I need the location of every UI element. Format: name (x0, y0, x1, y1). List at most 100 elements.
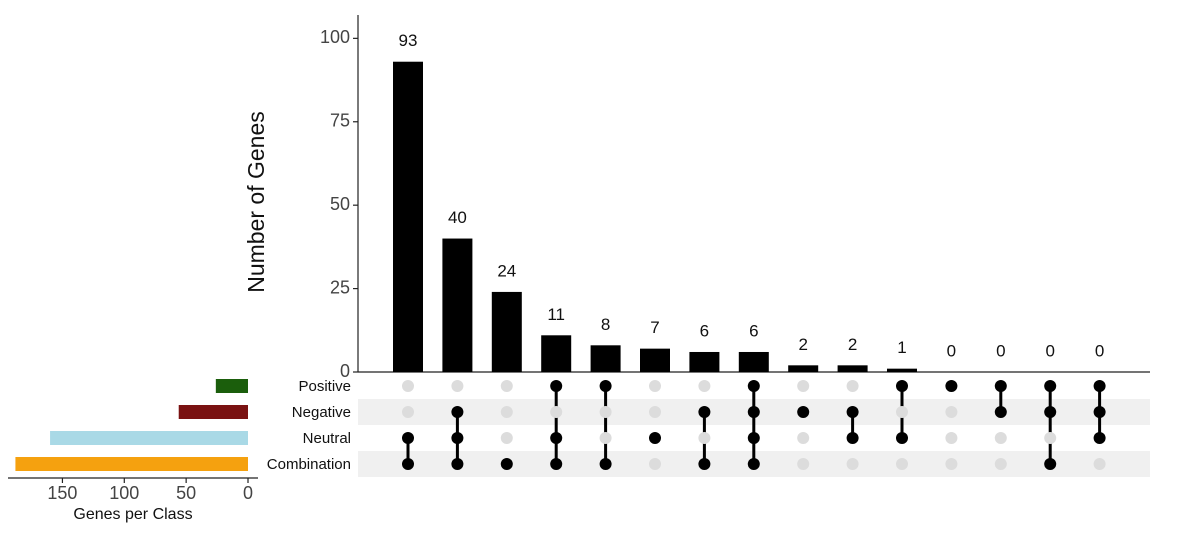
matrix-dot-empty (797, 432, 810, 444)
matrix-dot-empty (500, 432, 513, 444)
matrix-dot-empty (896, 458, 908, 470)
matrix-dot-filled (896, 432, 908, 444)
value-label: 2 (798, 335, 807, 354)
value-label: 0 (947, 341, 956, 360)
matrix-dot-filled (1093, 406, 1106, 418)
matrix-dot-empty (797, 458, 810, 470)
set-tick-label: 150 (47, 483, 77, 503)
bar (689, 351, 720, 372)
matrix-dot-empty (649, 406, 661, 418)
set-tick-label: 50 (176, 483, 196, 503)
matrix-dot-empty (402, 380, 414, 392)
matrix-dot-filled (451, 432, 464, 444)
bar (590, 345, 621, 372)
matrix-dot-empty (945, 458, 958, 470)
set-label: Combination (267, 456, 351, 473)
matrix-dot-empty (599, 432, 612, 444)
y-tick-label: 0 (340, 361, 350, 381)
matrix-dot-empty (797, 380, 810, 392)
matrix-dot-filled (649, 432, 661, 444)
matrix-dot-empty (1093, 458, 1106, 470)
matrix-dot-empty (649, 458, 661, 470)
matrix-dot-empty (402, 406, 414, 418)
matrix-dot-filled (500, 458, 513, 470)
y-tick-label: 50 (330, 194, 350, 214)
matrix-dot-empty (500, 406, 513, 418)
bar (887, 368, 917, 372)
matrix-dot-empty (846, 458, 859, 470)
matrix-dot-empty (451, 380, 464, 392)
value-label: 0 (996, 341, 1005, 360)
set-axis-title: Genes per Class (73, 506, 192, 523)
matrix-dot-filled (599, 380, 612, 392)
matrix-dot-filled (994, 380, 1007, 392)
matrix-dot-filled (698, 458, 711, 470)
value-label: 93 (399, 31, 418, 50)
y-tick-label: 100 (320, 27, 350, 47)
matrix-dot-filled (599, 458, 612, 470)
value-label: 2 (848, 335, 857, 354)
matrix-dot-empty (698, 380, 711, 392)
matrix-dot-filled (747, 380, 760, 392)
y-tick-label: 25 (330, 277, 350, 297)
matrix-dot-filled (846, 432, 859, 444)
matrix-dot-filled (747, 458, 760, 470)
matrix-dot-filled (896, 380, 908, 392)
matrix-dot-filled (747, 406, 760, 418)
value-label: 11 (547, 305, 565, 324)
bar (491, 291, 522, 372)
matrix-dot-filled (846, 406, 859, 418)
set-label: Neutral (303, 430, 351, 447)
y-tick-label: 75 (330, 111, 350, 131)
value-label: 7 (650, 318, 659, 337)
bar (393, 61, 423, 373)
set-label: Negative (292, 404, 351, 421)
matrix-dot-filled (747, 432, 760, 444)
matrix-dot-filled (1093, 432, 1106, 444)
matrix-dot-empty (994, 432, 1007, 444)
value-label: 6 (700, 321, 709, 340)
matrix-dot-filled (451, 458, 464, 470)
set-size-bar (50, 431, 248, 445)
set-size-bar (15, 457, 248, 471)
value-label: 0 (1045, 341, 1054, 360)
matrix-dot-empty (649, 380, 661, 392)
bar (541, 335, 572, 372)
matrix-dot-filled (1093, 380, 1106, 392)
matrix-dot-filled (1044, 380, 1057, 392)
matrix-dot-filled (1044, 458, 1057, 470)
value-label: 0 (1095, 341, 1104, 360)
matrix-dot-filled (797, 406, 810, 418)
set-tick-label: 0 (243, 483, 253, 503)
value-label: 6 (749, 321, 758, 340)
value-label: 40 (448, 208, 467, 227)
matrix-dot-filled (402, 432, 414, 444)
matrix-dot-filled (451, 406, 464, 418)
set-size-bar (215, 379, 248, 393)
matrix-dot-filled (550, 380, 563, 392)
matrix-dot-empty (1044, 432, 1057, 444)
matrix-dot-filled (945, 380, 958, 392)
bar (738, 351, 769, 372)
matrix-dot-filled (698, 406, 711, 418)
matrix-dot-filled (550, 458, 563, 470)
bar (837, 365, 868, 372)
bar (640, 348, 670, 372)
matrix-dot-filled (402, 458, 414, 470)
value-label: 24 (497, 261, 516, 280)
set-label: Positive (298, 378, 351, 395)
value-label: 1 (897, 338, 906, 357)
value-label: 8 (601, 315, 610, 334)
matrix-dot-empty (945, 406, 958, 418)
matrix-dot-empty (550, 406, 563, 418)
bar (788, 365, 819, 372)
matrix-dot-filled (994, 406, 1007, 418)
matrix-dot-filled (1044, 406, 1057, 418)
matrix-dot-empty (599, 406, 612, 418)
set-size-bar (178, 405, 248, 419)
matrix-dot-empty (896, 406, 908, 418)
matrix-dot-empty (945, 432, 958, 444)
y-axis-title: Number of Genes (243, 111, 269, 293)
bar (442, 238, 473, 372)
